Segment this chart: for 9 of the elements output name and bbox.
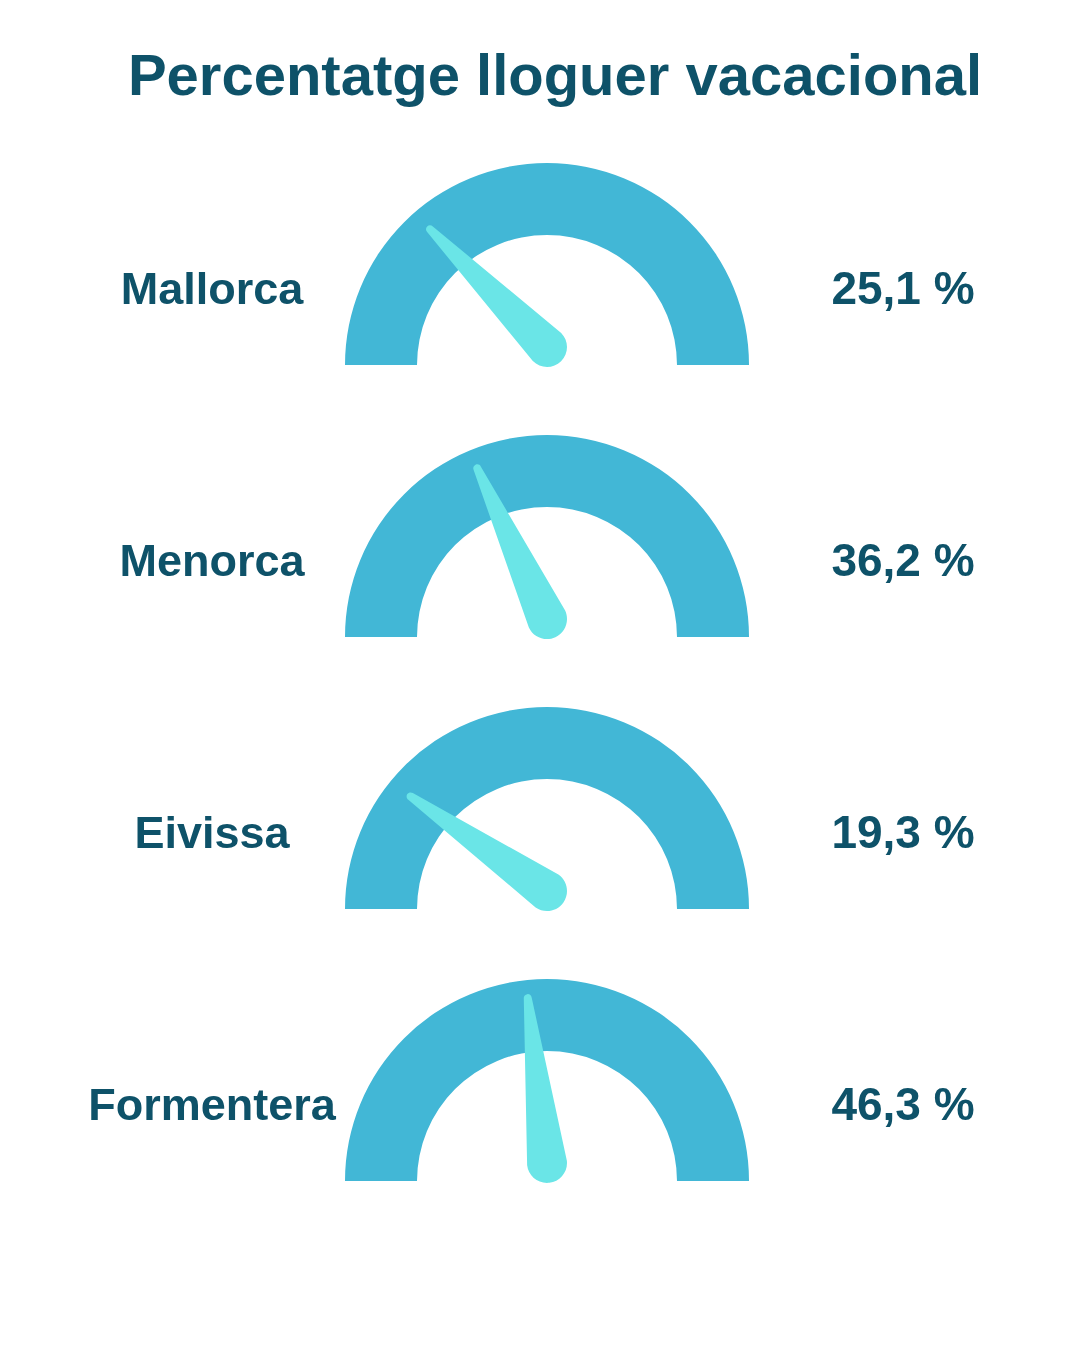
category-label: Formentera (88, 1079, 337, 1130)
data-label: 46,3 % (831, 1078, 975, 1130)
data-label: 36,2 % (831, 534, 975, 586)
text: Percentatge lloguer vacacional (127, 42, 983, 107)
category-label: Mallorca (120, 263, 305, 314)
data-label: 25,1 % (831, 262, 975, 314)
category-label: Menorca (119, 535, 306, 586)
category-label: Eivissa (134, 807, 291, 858)
data-label: 19,3 % (831, 806, 975, 858)
